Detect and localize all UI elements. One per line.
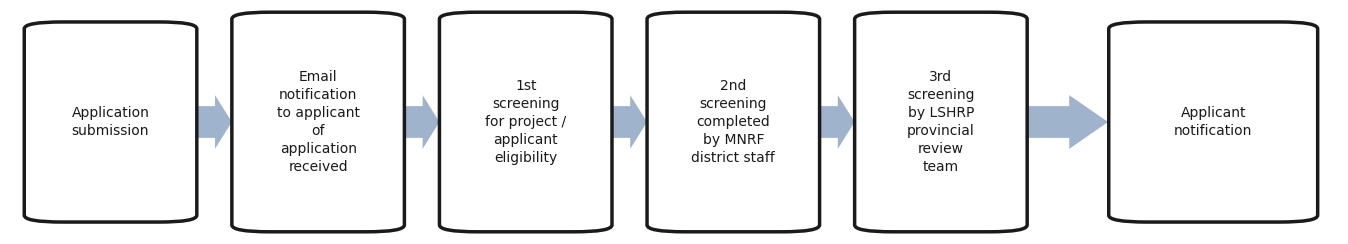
Text: Applicant
notification: Applicant notification	[1174, 106, 1252, 138]
FancyBboxPatch shape	[647, 12, 820, 232]
Polygon shape	[820, 95, 855, 149]
Text: Application
submission: Application submission	[71, 106, 150, 138]
FancyBboxPatch shape	[439, 12, 612, 232]
Polygon shape	[1027, 95, 1108, 149]
Polygon shape	[404, 95, 439, 149]
FancyBboxPatch shape	[1108, 22, 1318, 222]
FancyBboxPatch shape	[232, 12, 404, 232]
Polygon shape	[612, 95, 647, 149]
Text: 1st
screening
for project /
applicant
eligibility: 1st screening for project / applicant el…	[485, 79, 566, 165]
Polygon shape	[197, 95, 232, 149]
Text: 2nd
screening
completed
by MNRF
district staff: 2nd screening completed by MNRF district…	[692, 79, 775, 165]
FancyBboxPatch shape	[24, 22, 197, 222]
FancyBboxPatch shape	[855, 12, 1027, 232]
Text: Email
notification
to applicant
of
application
received: Email notification to applicant of appli…	[276, 70, 360, 174]
Text: 3rd
screening
by LSHRP
provincial
review
team: 3rd screening by LSHRP provincial review…	[907, 70, 975, 174]
